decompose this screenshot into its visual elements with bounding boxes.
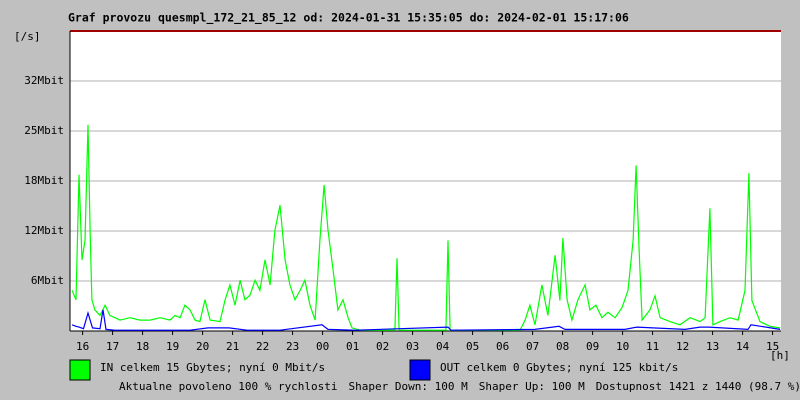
x-tick-label: 21: [226, 340, 239, 353]
x-tick-label: 12: [676, 340, 689, 353]
x-tick-label: 00: [316, 340, 329, 353]
x-tick-label: 01: [346, 340, 359, 353]
x-tick-label: 03: [406, 340, 419, 353]
x-tick-label: 06: [496, 340, 509, 353]
series-line: [71, 309, 781, 331]
x-tick-label: 14: [736, 340, 750, 353]
y-tick-label: 32Mbit: [24, 74, 64, 87]
legend-label: OUT celkem 0 Gbytes; nyní 125 kbit/s: [440, 361, 678, 374]
x-tick-label: 20: [196, 340, 209, 353]
y-tick-label: 25Mbit: [24, 124, 64, 137]
x-tick-label: 23: [286, 340, 299, 353]
x-tick-label: 16: [76, 340, 89, 353]
legend-swatch: [69, 359, 91, 381]
x-tick-label: 05: [466, 340, 479, 353]
status-text: Shaper Up: 100 M: [479, 380, 585, 393]
x-tick-label: 09: [586, 340, 599, 353]
x-tick-label: 08: [556, 340, 569, 353]
chart-title: Graf provozu quesmpl_172_21_85_12 od: 20…: [68, 11, 629, 26]
x-axis-label: [h]: [770, 349, 790, 362]
y-tick-label: 6Mbit: [31, 274, 64, 287]
legend-swatch: [409, 359, 431, 381]
x-tick-label: 19: [166, 340, 179, 353]
x-tick-label: 17: [106, 340, 119, 353]
x-tick-label: 22: [256, 340, 269, 353]
status-text: Dostupnost 1421 z 1440 (98.7 %): [596, 380, 800, 393]
x-tick-label: 07: [526, 340, 539, 353]
x-tick-label: 15: [766, 340, 779, 353]
status-text: Aktualne povoleno 100 % rychlosti: [119, 380, 338, 393]
x-tick-label: 11: [646, 340, 659, 353]
series-line: [71, 124, 781, 331]
x-tick-label: 02: [376, 340, 389, 353]
x-tick-label: 04: [436, 340, 450, 353]
x-tick-label: 13: [706, 340, 719, 353]
y-axis-label: [/s]: [14, 30, 41, 43]
legend-label: IN celkem 15 Gbytes; nyní 0 Mbit/s: [100, 361, 325, 374]
status-text: Shaper Down: 100 M: [349, 380, 469, 393]
x-tick-label: 18: [136, 340, 149, 353]
y-tick-label: 18Mbit: [24, 174, 64, 187]
y-tick-label: 12Mbit: [24, 224, 64, 237]
x-tick-label: 10: [616, 340, 629, 353]
